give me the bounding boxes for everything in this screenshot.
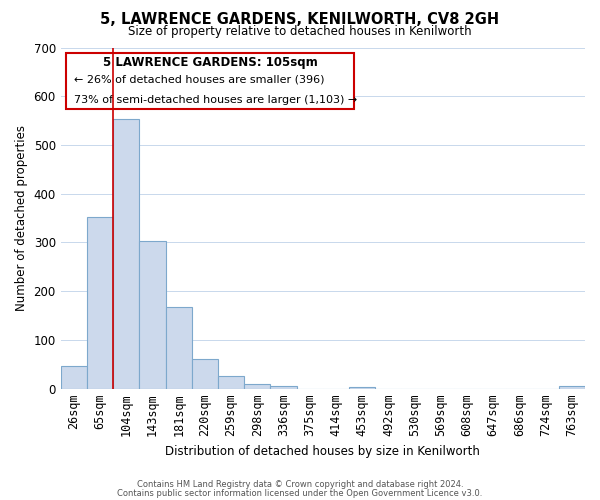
Bar	[349, 387, 375, 388]
Text: 73% of semi-detached houses are larger (1,103) →: 73% of semi-detached houses are larger (…	[74, 95, 357, 105]
Bar	[139, 242, 166, 388]
Text: 5 LAWRENCE GARDENS: 105sqm: 5 LAWRENCE GARDENS: 105sqm	[103, 56, 317, 69]
Text: Contains HM Land Registry data © Crown copyright and database right 2024.: Contains HM Land Registry data © Crown c…	[137, 480, 463, 489]
Bar	[113, 119, 139, 388]
FancyBboxPatch shape	[66, 52, 354, 109]
Text: Size of property relative to detached houses in Kenilworth: Size of property relative to detached ho…	[128, 25, 472, 38]
Bar	[192, 360, 218, 388]
Bar	[61, 366, 87, 388]
Bar	[244, 384, 271, 388]
Text: 5, LAWRENCE GARDENS, KENILWORTH, CV8 2GH: 5, LAWRENCE GARDENS, KENILWORTH, CV8 2GH	[100, 12, 500, 28]
Y-axis label: Number of detached properties: Number of detached properties	[15, 125, 28, 311]
Bar	[87, 217, 113, 388]
Text: Contains public sector information licensed under the Open Government Licence v3: Contains public sector information licen…	[118, 489, 482, 498]
Text: ← 26% of detached houses are smaller (396): ← 26% of detached houses are smaller (39…	[74, 75, 324, 85]
Bar	[218, 376, 244, 388]
Bar	[166, 306, 192, 388]
Bar	[559, 386, 585, 388]
X-axis label: Distribution of detached houses by size in Kenilworth: Distribution of detached houses by size …	[166, 444, 480, 458]
Bar	[271, 386, 296, 388]
